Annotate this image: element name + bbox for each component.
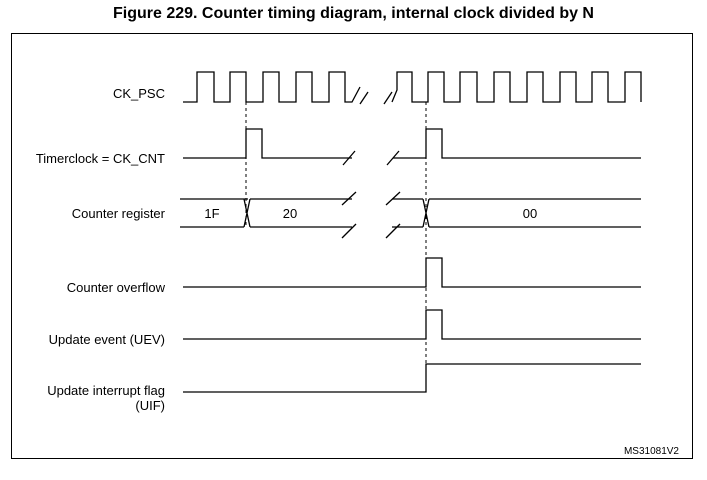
ck-psc-break-slash-a [359,91,369,105]
reference-code: MS31081V2 [623,446,679,457]
ck-psc-break-slash-b [383,91,393,105]
counter-value-1f: 1F [204,206,220,221]
label-timerclock: Timerclock = CK_CNT [35,151,165,166]
ck-psc-waveform-left [183,71,361,103]
label-ck-psc: CK_PSC [112,86,165,101]
diagram-frame [11,33,693,459]
timerclock-break-slash-a [342,150,356,166]
figure-title: Figure 229. Counter timing diagram, inte… [113,5,594,22]
counter-transition-1f-20 [243,198,251,228]
label-uif-line1: Update interrupt flag [47,383,165,398]
label-counter-register: Counter register [71,206,165,221]
counter-break-slash-top-a [341,191,357,206]
timerclock-waveform-right [393,128,641,159]
counter-break-slash-bot-b [385,223,401,239]
label-uif-line2: (UIF) [135,398,165,413]
counter-overflow-waveform [183,257,641,288]
counter-value-20: 20 [282,206,298,221]
label-update-event: Update event (UEV) [48,332,165,347]
timerclock-waveform-left [183,128,352,159]
counter-break-slash-bot-a [341,223,357,239]
counter-value-00: 00 [522,206,538,221]
ck-psc-waveform-right [391,71,642,103]
update-event-waveform [183,309,641,340]
label-counter-overflow: Counter overflow [66,280,165,295]
uif-waveform [183,363,641,393]
